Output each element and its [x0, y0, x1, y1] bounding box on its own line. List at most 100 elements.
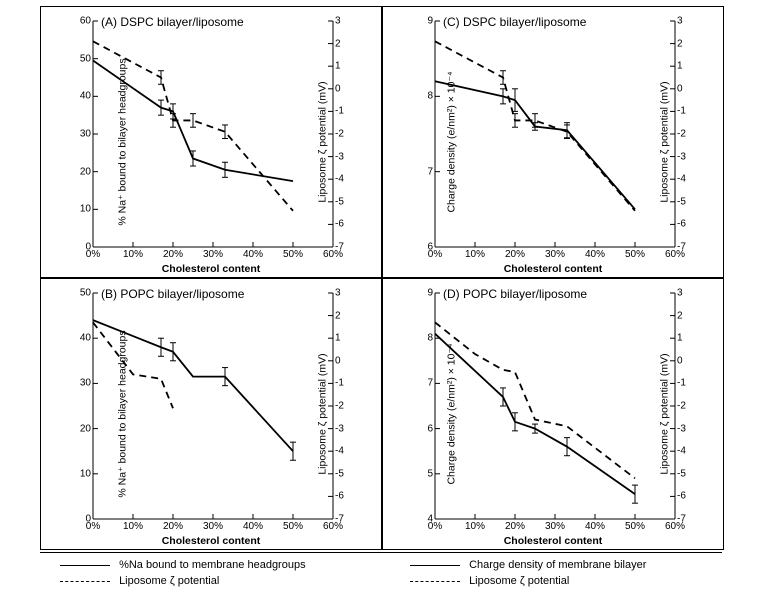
y-right-tick-label: 2: [677, 310, 701, 321]
y-right-tick-label: 2: [335, 38, 359, 49]
panel-a-xlabel: Cholesterol content: [162, 263, 261, 275]
y-right-tick-label: 3: [335, 16, 359, 27]
panel-d-xlabel: Cholesterol content: [504, 535, 603, 547]
x-tick-label: 50%: [620, 249, 650, 260]
y-left-tick-label: 0: [63, 514, 91, 525]
y-left-tick-label: 40: [63, 333, 91, 344]
x-tick-label: 40%: [580, 521, 610, 532]
x-tick-label: 10%: [460, 249, 490, 260]
y-left-tick-label: 8: [405, 91, 433, 102]
y-right-tick-label: -5: [677, 468, 701, 479]
legend-solid-line-icon: [60, 565, 110, 566]
legend-solid-line-icon: [410, 565, 460, 566]
x-tick-label: 50%: [278, 521, 308, 532]
y-right-tick-label: -2: [335, 401, 359, 412]
x-tick-label: 30%: [540, 249, 570, 260]
x-tick-label: 10%: [118, 249, 148, 260]
x-tick-label: 10%: [118, 521, 148, 532]
y-right-tick-label: -3: [677, 151, 701, 162]
y-right-tick-label: -5: [335, 196, 359, 207]
y-right-tick-label: -1: [335, 378, 359, 389]
y-left-tick-label: 8: [405, 333, 433, 344]
y-left-tick-label: 30: [63, 378, 91, 389]
legend: %Na bound to membrane headgroups Liposom…: [40, 552, 722, 595]
panel-a: (A) DSPC bilayer/liposome % Na⁺ bound to…: [40, 6, 382, 278]
y-right-tick-label: 3: [335, 288, 359, 299]
y-right-tick-label: 0: [335, 355, 359, 366]
x-tick-label: 10%: [460, 521, 490, 532]
panel-d: (D) POPC bilayer/liposome Charge density…: [382, 278, 724, 550]
y-right-tick-label: -3: [335, 151, 359, 162]
legend-right-dashed-label: Liposome ζ potential: [469, 575, 569, 587]
panel-b-plot: [93, 293, 333, 519]
y-right-tick-label: 1: [335, 61, 359, 72]
y-right-tick-label: 1: [677, 333, 701, 344]
legend-dashed-line-icon: [60, 581, 110, 582]
y-right-tick-label: -7: [335, 242, 359, 253]
y-left-tick-label: 7: [405, 166, 433, 177]
x-tick-label: 40%: [238, 249, 268, 260]
y-right-tick-label: -1: [677, 106, 701, 117]
panel-b: (B) POPC bilayer/liposome % Na⁺ bound to…: [40, 278, 382, 550]
x-tick-label: 30%: [198, 249, 228, 260]
y-right-tick-label: -6: [677, 491, 701, 502]
x-tick-label: 20%: [500, 249, 530, 260]
y-right-tick-label: -7: [677, 242, 701, 253]
y-right-tick-label: 1: [677, 61, 701, 72]
legend-right-solid-label: Charge density of membrane bilayer: [469, 559, 646, 571]
legend-left-dashed-label: Liposome ζ potential: [119, 575, 219, 587]
legend-left-dashed: Liposome ζ potential: [60, 575, 219, 587]
y-left-tick-label: 50: [63, 288, 91, 299]
y-right-tick-label: -4: [677, 446, 701, 457]
y-left-tick-label: 20: [63, 166, 91, 177]
y-left-tick-label: 10: [63, 204, 91, 215]
y-right-tick-label: -4: [677, 174, 701, 185]
y-left-tick-label: 9: [405, 288, 433, 299]
legend-left-solid: %Na bound to membrane headgroups: [60, 559, 306, 571]
x-tick-label: 30%: [198, 521, 228, 532]
y-right-tick-label: 0: [335, 83, 359, 94]
y-right-tick-label: 0: [677, 355, 701, 366]
y-left-tick-label: 10: [63, 468, 91, 479]
y-right-tick-label: -3: [677, 423, 701, 434]
x-tick-label: 20%: [500, 521, 530, 532]
y-right-tick-label: -2: [335, 129, 359, 140]
y-left-tick-label: 6: [405, 242, 433, 253]
x-tick-label: 20%: [158, 249, 188, 260]
y-left-tick-label: 6: [405, 423, 433, 434]
figure-root: (A) DSPC bilayer/liposome % Na⁺ bound to…: [0, 0, 762, 611]
panel-c-xlabel: Cholesterol content: [504, 263, 603, 275]
y-right-tick-label: -2: [677, 129, 701, 140]
y-left-tick-label: 50: [63, 53, 91, 64]
y-left-tick-label: 0: [63, 242, 91, 253]
y-left-tick-label: 40: [63, 91, 91, 102]
y-right-tick-label: -7: [335, 514, 359, 525]
y-right-tick-label: -4: [335, 446, 359, 457]
y-left-tick-label: 5: [405, 468, 433, 479]
panel-c: (C) DSPC bilayer/liposome Charge density…: [382, 6, 724, 278]
panel-c-plot: [435, 21, 675, 247]
y-right-tick-label: -5: [677, 196, 701, 207]
y-right-tick-label: 3: [677, 288, 701, 299]
y-left-tick-label: 7: [405, 378, 433, 389]
y-right-tick-label: 0: [677, 83, 701, 94]
x-tick-label: 50%: [620, 521, 650, 532]
y-right-tick-label: -1: [677, 378, 701, 389]
x-tick-label: 50%: [278, 249, 308, 260]
y-left-tick-label: 9: [405, 16, 433, 27]
y-left-tick-label: 4: [405, 514, 433, 525]
y-right-tick-label: -6: [335, 219, 359, 230]
y-right-tick-label: -1: [335, 106, 359, 117]
legend-dashed-line-icon: [410, 581, 460, 582]
y-right-tick-label: -3: [335, 423, 359, 434]
x-tick-label: 40%: [238, 521, 268, 532]
legend-right-solid: Charge density of membrane bilayer: [410, 559, 646, 571]
y-right-tick-label: -4: [335, 174, 359, 185]
legend-left-solid-label: %Na bound to membrane headgroups: [119, 559, 306, 571]
x-tick-label: 30%: [540, 521, 570, 532]
y-left-tick-label: 30: [63, 129, 91, 140]
y-right-tick-label: 2: [335, 310, 359, 321]
y-right-tick-label: 2: [677, 38, 701, 49]
y-right-tick-label: -2: [677, 401, 701, 412]
x-tick-label: 20%: [158, 521, 188, 532]
